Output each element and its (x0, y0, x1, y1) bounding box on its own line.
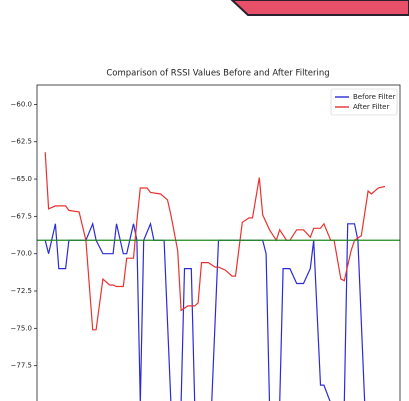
y-tick-label: −67.5 (11, 212, 32, 220)
legend-label: After Filter (353, 103, 389, 111)
plot-frame (36, 84, 401, 401)
y-tick-label: −77.5 (11, 362, 32, 370)
y-tick-label: −72.5 (11, 287, 32, 295)
data-line (44, 221, 366, 401)
header-decoration (230, 0, 409, 16)
legend: Before Filter After Filter (330, 88, 398, 116)
legend-label: Before Filter (353, 93, 396, 101)
legend-box (330, 88, 398, 116)
plot-area (37, 152, 400, 401)
y-tick-label: −60.0 (11, 100, 32, 108)
data-line (44, 152, 386, 331)
y-tick-label: −70.0 (11, 250, 32, 258)
y-tick-label: −75.0 (11, 324, 32, 332)
y-tick-label: −62.5 (11, 138, 32, 146)
chart-title: Comparison of RSSI Values Before and Aft… (106, 69, 329, 79)
y-tick-label: −65.0 (11, 175, 32, 183)
